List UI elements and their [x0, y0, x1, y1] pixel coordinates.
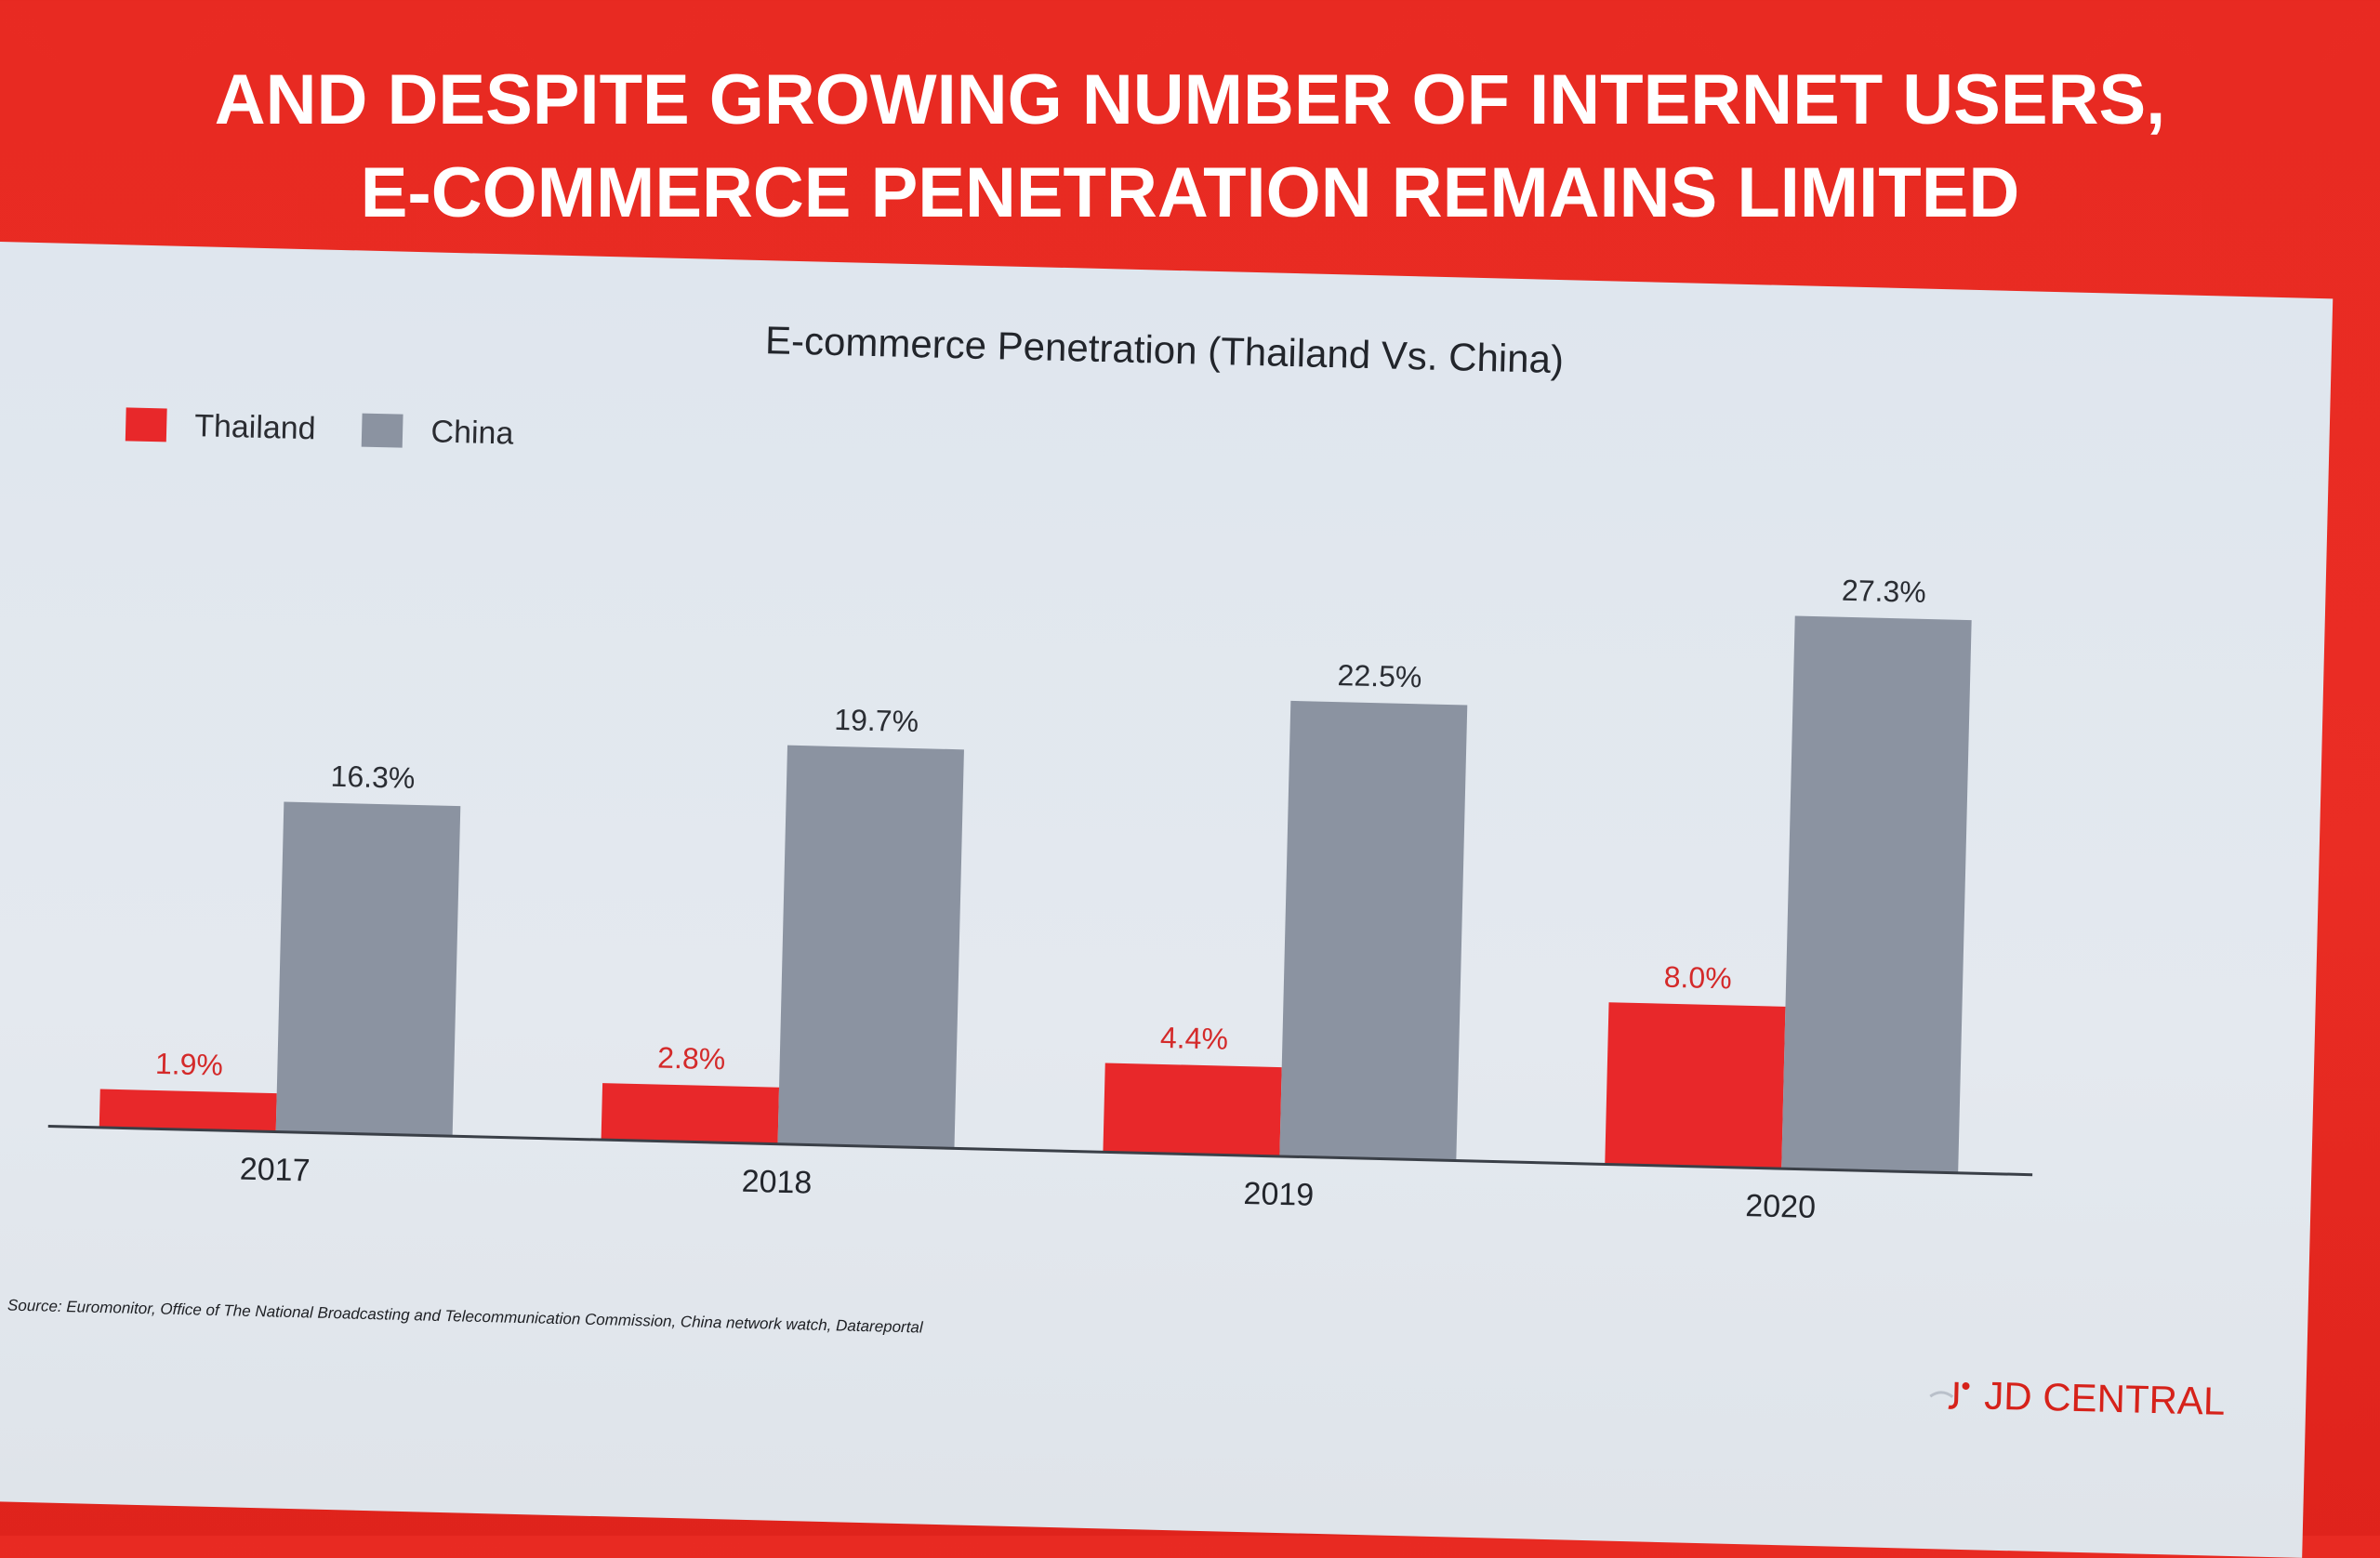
bar-thailand-2018 [601, 1083, 780, 1144]
data-label-thailand-2019: 4.4% [1160, 1021, 1229, 1056]
x-tick-label-2019: 2019 [1243, 1176, 1315, 1213]
x-axis-line [47, 1125, 2033, 1177]
slide-title-line-1: AND DESPITE GROWING NUMBER OF INTERNET U… [214, 60, 2166, 139]
bar-china-2019 [1279, 700, 1468, 1161]
jd-logo-icon [1929, 1381, 1970, 1409]
slide-title: AND DESPITE GROWING NUMBER OF INTERNET U… [0, 54, 2380, 240]
data-label-thailand-2020: 8.0% [1663, 960, 1732, 996]
bar-thailand-2017 [99, 1089, 277, 1132]
data-label-china-2019: 22.5% [1337, 658, 1422, 693]
bar-thailand-2020 [1605, 1002, 1786, 1169]
data-label-china-2018: 19.7% [834, 703, 919, 738]
bar-china-2018 [777, 745, 964, 1149]
slide-title-line-2: E-COMMERCE PENETRATION REMAINS LIMITED [360, 153, 2020, 232]
data-label-china-2017: 16.3% [330, 759, 416, 795]
bar-china-2020 [1781, 615, 1972, 1173]
data-label-thailand-2017: 1.9% [155, 1047, 224, 1082]
data-label-thailand-2018: 2.8% [657, 1041, 726, 1076]
chart-panel: E-commerce Penetration (Thailand Vs. Chi… [0, 242, 2334, 1558]
x-tick-label-2017: 2017 [239, 1152, 311, 1189]
bar-chart: 1.9% 16.3% 2017 2.8% 19.7% 2018 4.4% 22.5% 2019 8… [47, 574, 2033, 1225]
bar-china-2017 [275, 801, 461, 1137]
brand-name: JD CENTRAL [1983, 1373, 2226, 1423]
x-tick-label-2020: 2020 [1745, 1188, 1817, 1225]
brand-logo: JD CENTRAL [1924, 1372, 2226, 1424]
data-label-china-2020: 27.3% [1842, 574, 1927, 609]
bar-thailand-2019 [1103, 1063, 1282, 1156]
x-tick-label-2018: 2018 [741, 1164, 813, 1201]
